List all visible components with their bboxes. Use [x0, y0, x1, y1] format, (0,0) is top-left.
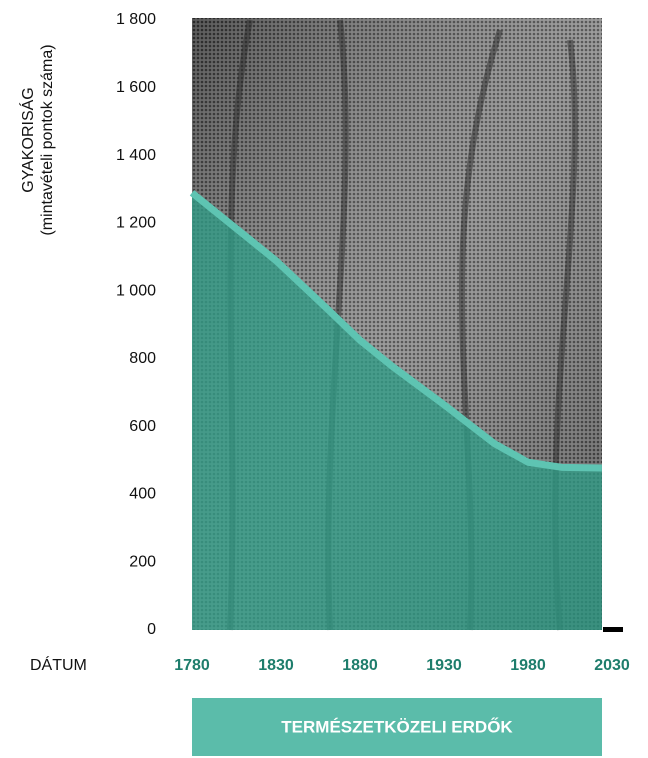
y-tick-label: 200 — [129, 553, 156, 570]
y-tick-label: 1 600 — [116, 79, 156, 96]
x-tick-label: 1780 — [174, 657, 210, 674]
axis-end-mark — [603, 627, 623, 632]
y-tick-label: 1 200 — [116, 215, 156, 232]
x-tick-label: 1830 — [258, 657, 294, 674]
y-tick-label: 1 400 — [116, 147, 156, 164]
x-tick-label: 1880 — [342, 657, 378, 674]
band-label: TERMÉSZETKÖZELI ERDŐK — [281, 717, 513, 736]
x-tick-label: 1980 — [510, 657, 546, 674]
y-tick-label: 600 — [129, 418, 156, 435]
y-tick-label: 800 — [129, 350, 156, 367]
y-tick-label: 1 800 — [116, 11, 156, 28]
x-axis-title: DÁTUM — [30, 655, 87, 674]
chart: GYAKORISÁG(mintavételi pontok száma) DÁT… — [0, 0, 648, 758]
y-tick-label: 1 000 — [116, 282, 156, 299]
y-tick-label: 400 — [129, 486, 156, 503]
x-tick-label: 2030 — [594, 657, 630, 674]
x-tick-label: 1930 — [426, 657, 462, 674]
y-axis-title: GYAKORISÁG(mintavételi pontok száma) — [18, 44, 56, 235]
y-tick-label: 0 — [147, 621, 156, 638]
y-axis-title-line: GYAKORISÁG — [18, 87, 37, 193]
y-axis-title-line: (mintavételi pontok száma) — [39, 44, 56, 235]
